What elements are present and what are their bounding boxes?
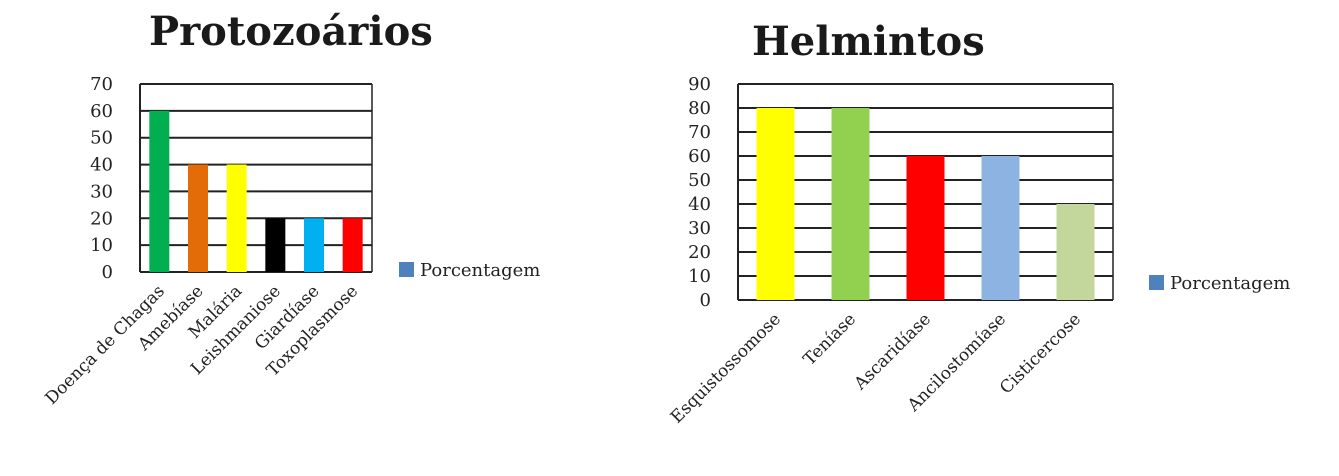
bar-leishmaniose — [265, 218, 286, 272]
y-tick-label: 90 — [688, 74, 711, 95]
bar-amebiase — [188, 164, 208, 272]
chart-title-protozoarios: Protozoários — [149, 8, 433, 55]
legend-swatch — [1149, 275, 1164, 290]
y-tick-label: 60 — [688, 146, 711, 167]
y-tick-label: 10 — [688, 266, 711, 287]
y-tick-label: 70 — [688, 122, 711, 143]
y-tick-label: 40 — [90, 155, 113, 176]
y-tick-label: 50 — [90, 128, 113, 149]
bar-toxoplasmose — [342, 218, 363, 272]
y-tick-label: 30 — [90, 181, 113, 202]
chart-title-helmintos: Helmintos — [752, 18, 985, 65]
bar-malaria — [226, 164, 247, 272]
y-tick-label: 50 — [688, 170, 711, 191]
category-label-cisticercose: Cisticercose — [996, 309, 1085, 398]
y-tick-label: 60 — [90, 101, 113, 122]
bar-ancilostomiase — [981, 156, 1020, 300]
bar-doenca-de-chagas — [149, 110, 170, 272]
legend-label: Porcentagem — [420, 260, 540, 281]
y-tick-label: 10 — [90, 235, 113, 256]
category-label-esquistossomose: Esquistossomose — [667, 309, 785, 427]
category-label-teniase: Teníase — [800, 309, 860, 369]
y-tick-label: 30 — [688, 218, 711, 239]
legend-label: Porcentagem — [1170, 273, 1290, 294]
y-tick-label: 70 — [90, 74, 113, 95]
bar-giardiase — [304, 218, 324, 272]
y-tick-label: 80 — [688, 98, 711, 119]
y-tick-label: 40 — [688, 194, 711, 215]
bar-esquistossomose — [756, 108, 795, 300]
plot-area — [140, 84, 372, 272]
y-tick-label: 0 — [102, 262, 113, 283]
y-tick-label: 20 — [90, 208, 113, 229]
bar-teniase — [831, 108, 870, 300]
bar-cisticercose — [1056, 204, 1095, 300]
bar-ascaridiase — [906, 156, 945, 300]
y-tick-label: 0 — [700, 290, 711, 311]
y-tick-label: 20 — [688, 242, 711, 263]
legend-swatch — [399, 262, 414, 277]
